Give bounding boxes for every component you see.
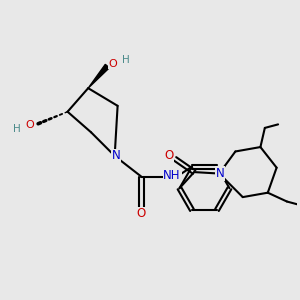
Polygon shape	[88, 64, 109, 88]
Text: O: O	[108, 59, 117, 69]
Text: O: O	[136, 207, 146, 220]
Text: NH: NH	[163, 169, 181, 182]
Text: O: O	[26, 120, 34, 130]
Text: H: H	[122, 55, 129, 64]
Text: N: N	[112, 149, 121, 162]
Text: O: O	[164, 149, 173, 162]
Text: N: N	[215, 167, 224, 180]
Text: H: H	[13, 124, 21, 134]
